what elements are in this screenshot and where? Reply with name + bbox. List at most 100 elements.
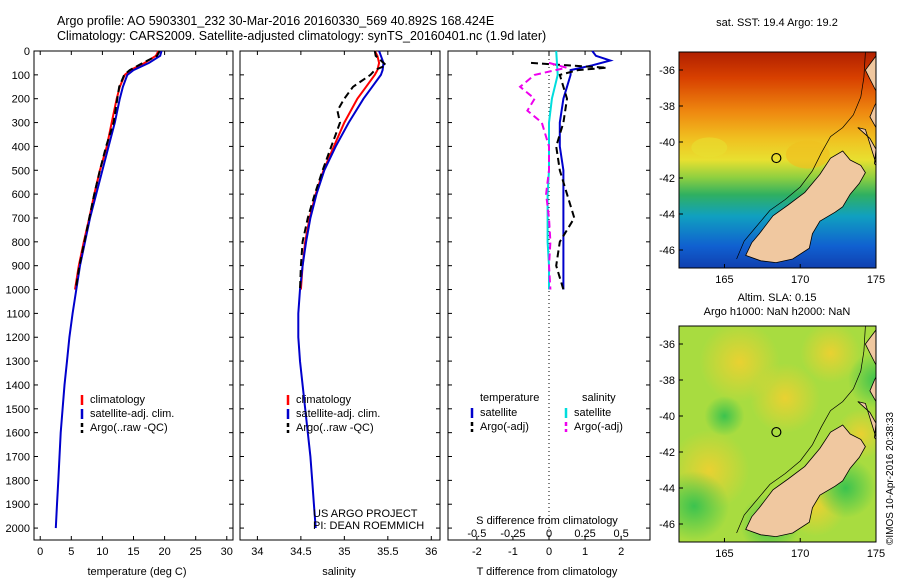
project-credit: US ARGO PROJECT	[313, 508, 418, 520]
sla-map-title-line1: Altim. SLA: 0.15	[738, 292, 817, 304]
depth-tick-label: 1600	[6, 428, 30, 440]
sla-positive-anomaly	[800, 326, 861, 383]
map-lon-label: 175	[867, 548, 885, 560]
map-lon-label: 165	[715, 548, 733, 560]
differences-series-argo-adj-	[518, 61, 567, 290]
legend-label: Argo(..raw -QC)	[296, 422, 374, 434]
bathymetry-contour	[736, 52, 866, 260]
depth-tick-label: 100	[12, 70, 30, 82]
legend-salinity-title: salinity	[582, 392, 616, 404]
temperature-xtick-label: 5	[68, 546, 74, 558]
north-island-land	[857, 329, 876, 441]
map-lat-label: -44	[659, 483, 675, 495]
sla-map-field	[679, 326, 876, 542]
map-lat-label: -40	[659, 137, 675, 149]
figure-title-line2: Climatology: CARS2009. Satellite-adjuste…	[57, 29, 546, 43]
depth-tick-label: 0	[24, 46, 30, 58]
depth-tick-label: 1700	[6, 452, 30, 464]
depth-tick-label: 1300	[6, 356, 30, 368]
temperature-series-argo-raw-qc-	[74, 50, 161, 290]
sla-map: 165 170 175 -36 -38 -40 -42 -44 -46	[659, 325, 885, 560]
depth-tick-label: 600	[12, 189, 30, 201]
salinity-diff-tick-label: 0.5	[613, 528, 628, 540]
salinity-diff-tick-label: -0.5	[467, 528, 486, 540]
depth-tick-label: 200	[12, 94, 30, 106]
map-lat-label: -46	[659, 519, 675, 531]
map-lon-label: 165	[715, 274, 733, 286]
temperature-xtick-label: 0	[37, 546, 43, 558]
temperature-xlabel: temperature (deg C)	[87, 566, 186, 578]
temperature-xtick-label: 15	[127, 546, 139, 558]
differences-series-satellite	[558, 50, 614, 290]
temperature-xtick-label: 25	[190, 546, 202, 558]
salinity-xtick-label: 35	[338, 546, 350, 558]
depth-tick-label: 2000	[6, 523, 30, 535]
depth-tick-label: 1200	[6, 332, 30, 344]
differences-xtick-label: 2	[618, 546, 624, 558]
salinity-xtick-label: 35.5	[377, 546, 398, 558]
differences-series-argo-adj-	[530, 61, 607, 290]
salinity-frame	[239, 50, 441, 541]
sst-map-title: sat. SST: 19.4 Argo: 19.2	[716, 17, 838, 29]
depth-tick-label: 1100	[6, 308, 30, 320]
depth-tick-label: 400	[12, 141, 30, 153]
salinity-xlabel: salinity	[322, 566, 356, 578]
argo-float-marker	[771, 426, 782, 438]
map-lat-label: -38	[659, 101, 675, 113]
depth-tick-label: 1900	[6, 499, 30, 511]
depth-tick-label: 700	[12, 213, 30, 225]
figure-title-line1: Argo profile: AO 5903301_232 30-Mar-2016…	[57, 14, 494, 28]
salinity-diff-tick-label: 0.25	[574, 528, 595, 540]
map-lat-label: -42	[659, 447, 675, 459]
legend-label: Argo(-adj)	[574, 421, 623, 433]
map-lat-label: -38	[659, 375, 675, 387]
temperature-xtick-label: 10	[96, 546, 108, 558]
temperature-frame	[33, 50, 234, 541]
salinity-xtick-label: 34	[251, 546, 263, 558]
sst-map-frame	[678, 51, 877, 269]
salinity-series-argo-raw-qc-	[299, 50, 388, 290]
temperature-panel: 0100200300400500600700800900100011001200…	[6, 46, 234, 558]
depth-tick-label: 300	[12, 118, 30, 130]
map-lon-label: 170	[791, 274, 809, 286]
map-lat-label: -44	[659, 209, 675, 221]
depth-tick-label: 1800	[6, 475, 30, 487]
map-lon-label: 175	[867, 274, 885, 286]
differences-xtick-label: -1	[508, 546, 518, 558]
salinity-panel: 34 34.5 35 35.5 36 climatology satellite-adj. …	[239, 50, 441, 558]
map-lat-label: -40	[659, 411, 675, 423]
salinity-xtick-label: 36	[425, 546, 437, 558]
map-lat-label: -46	[659, 245, 675, 257]
sla-positive-anomaly	[750, 363, 821, 433]
differences-xtick-label: -2	[472, 546, 482, 558]
sla-map-title-line2: Argo h1000: NaN h2000: NaN	[704, 306, 851, 318]
south-island-land	[745, 150, 866, 264]
temperature-xtick-label: 30	[221, 546, 233, 558]
legend-label: satellite	[480, 407, 517, 419]
salinity-series-satellite-adj-clim-	[297, 50, 385, 529]
sst-map: 165 170 175 -36 -38 -40 -42 -44 -46	[659, 51, 885, 286]
south-island-land	[745, 424, 866, 538]
north-island-land	[857, 55, 876, 167]
differences-xtick-label: 1	[582, 546, 588, 558]
legend-label: satellite-adj. clim.	[296, 408, 380, 420]
difference-top-label: S difference from climatology	[476, 515, 618, 527]
depth-tick-label: 1400	[6, 380, 30, 392]
bathymetry-contour	[736, 326, 866, 534]
sla-negative-anomaly	[679, 471, 730, 541]
map-lat-label: -36	[659, 65, 675, 77]
sst-patch	[691, 137, 728, 158]
salinity-diff-tick-label: -0.25	[500, 528, 525, 540]
legend-label: climatology	[296, 394, 352, 406]
map-lon-label: 170	[791, 548, 809, 560]
sla-negative-anomaly	[848, 352, 876, 408]
sla-negative-anomaly	[704, 396, 745, 436]
temperature-xtick-label: 20	[158, 546, 170, 558]
sla-map-frame	[678, 325, 877, 543]
difference-panel: -2 -1 0 1 2 -0.5 -0.25 0 0.25 0.5 temperature salin…	[447, 50, 651, 558]
salinity-diff-tick-label: 0	[546, 528, 552, 540]
legend-label: satellite-adj. clim.	[90, 408, 174, 420]
map-lat-label: -42	[659, 173, 675, 185]
legend-label: Argo(-adj)	[480, 421, 529, 433]
